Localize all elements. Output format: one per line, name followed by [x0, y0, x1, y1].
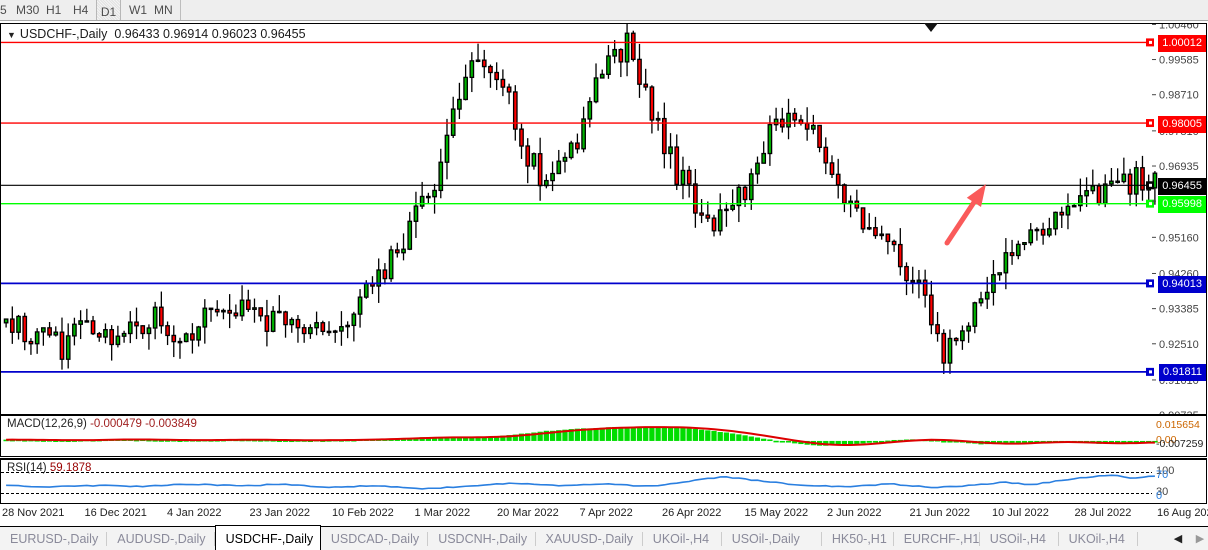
svg-text:0: 0 — [1156, 490, 1162, 502]
svg-text:0.95160: 0.95160 — [1159, 232, 1199, 244]
svg-text:1.00460: 1.00460 — [1159, 24, 1199, 31]
svg-text:0.93385: 0.93385 — [1159, 304, 1199, 316]
svg-text:0.92510: 0.92510 — [1159, 339, 1199, 351]
svg-text:0.98710: 0.98710 — [1159, 90, 1199, 102]
svg-text:0.99585: 0.99585 — [1159, 55, 1199, 67]
svg-text:0.015654: 0.015654 — [1156, 419, 1200, 431]
svg-text:-0.007259: -0.007259 — [1156, 438, 1203, 450]
svg-text:70: 70 — [1156, 469, 1168, 481]
svg-text:0.96935: 0.96935 — [1159, 161, 1199, 173]
